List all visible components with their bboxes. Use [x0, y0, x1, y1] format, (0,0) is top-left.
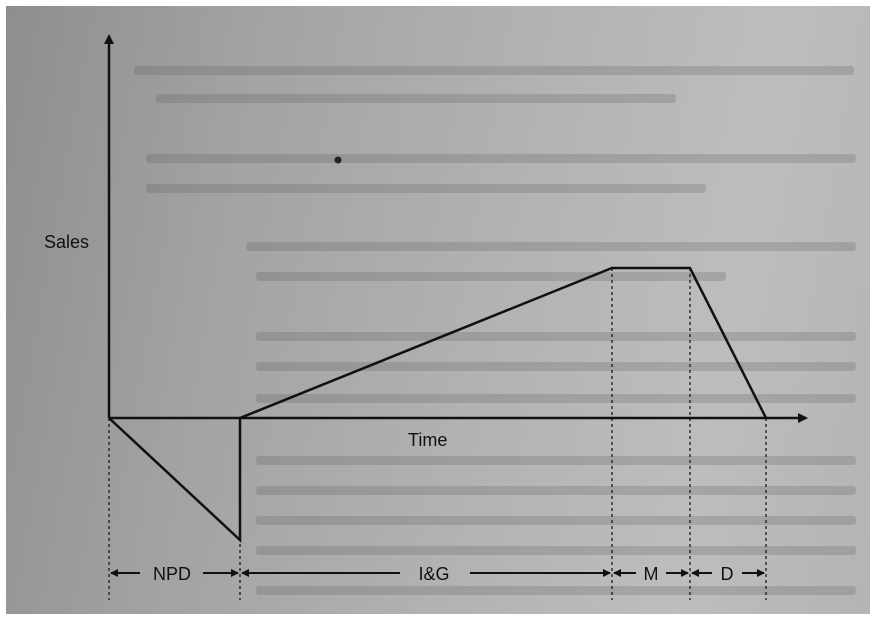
background-text-line: [146, 184, 706, 193]
background-text-line: [146, 154, 856, 163]
background-text-line: [256, 456, 856, 465]
phase-label-m: M: [644, 564, 659, 584]
background-text-line: [256, 332, 856, 341]
stray-dot: [334, 156, 342, 164]
background-text-line: [246, 242, 856, 251]
background-text-line: [156, 94, 676, 103]
phase-label-d: D: [721, 564, 734, 584]
background-text-line: [134, 66, 854, 75]
y-axis-label: Sales: [44, 232, 89, 252]
background-text-line: [256, 394, 856, 403]
page-photo-background: [6, 6, 870, 614]
background-text-line: [256, 272, 726, 281]
background-text-line: [256, 546, 856, 555]
x-axis-label: Time: [408, 430, 447, 450]
phase-label-ig: I&G: [418, 564, 449, 584]
background-text-line: [256, 586, 856, 595]
background-text-line: [256, 516, 856, 525]
background-text-line: [256, 486, 856, 495]
sales-curve: [108, 266, 768, 543]
phase-label-npd: NPD: [153, 564, 191, 584]
background-text-line: [256, 362, 856, 371]
